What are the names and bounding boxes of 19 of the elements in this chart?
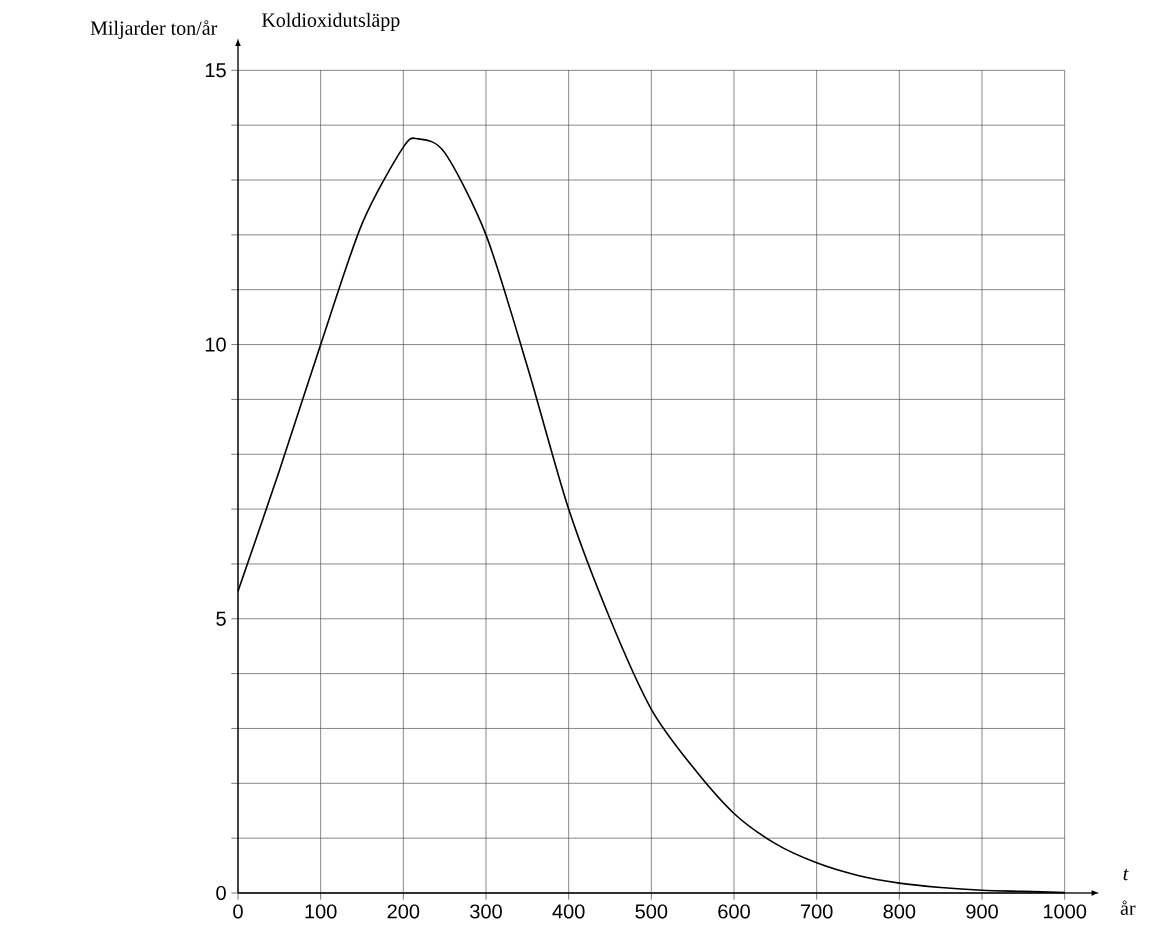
y-tick-label: 0 bbox=[216, 885, 226, 901]
x-tick-label: 500 bbox=[635, 904, 668, 919]
y-axis-title: Miljarder ton/år bbox=[90, 20, 218, 39]
x-tick-label: 700 bbox=[801, 904, 833, 919]
y-tick-label: 5 bbox=[216, 611, 226, 626]
text: år bbox=[1120, 900, 1136, 916]
x-tick-label: 100 bbox=[305, 904, 337, 919]
x-tick-label: 900 bbox=[966, 904, 998, 919]
x-tick-label: 0 bbox=[233, 904, 243, 919]
x-axis-title: t bbox=[1123, 868, 1129, 881]
x-tick-label: 1000 bbox=[1043, 904, 1087, 919]
x-tick-label: 800 bbox=[883, 904, 916, 919]
x-tick-label: 200 bbox=[387, 904, 420, 919]
chart-title: Koldioxidutsläpp bbox=[261, 12, 400, 31]
y-tick-label: 10 bbox=[205, 337, 226, 352]
y-tick-label: 15 bbox=[205, 63, 226, 78]
x-tick-label: 300 bbox=[470, 904, 502, 919]
x-tick-label: 400 bbox=[552, 904, 585, 919]
x-tick-label: 600 bbox=[718, 904, 750, 919]
